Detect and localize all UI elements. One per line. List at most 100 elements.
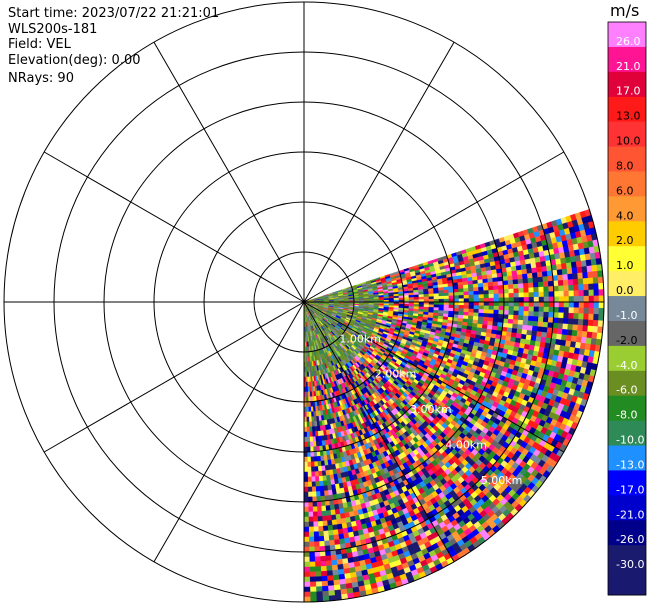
velocity-cell [518, 292, 525, 298]
velocity-cell [593, 313, 599, 321]
velocity-cell [413, 294, 420, 298]
velocity-cell [588, 283, 594, 291]
velocity-cell [483, 286, 489, 291]
velocity-cell [443, 289, 449, 294]
velocity-cell [488, 313, 494, 319]
velocity-cell [566, 267, 573, 275]
velocity-cell [571, 330, 578, 337]
velocity-cell [508, 301, 515, 307]
velocity-cell [493, 285, 499, 291]
velocity-cell [548, 301, 555, 308]
velocity-cell [448, 289, 454, 294]
velocity-cell [513, 297, 520, 303]
velocity-cell [508, 292, 515, 298]
velocity-cell [493, 305, 500, 311]
velocity-cell [533, 291, 540, 298]
velocity-cell [498, 293, 505, 299]
velocity-cell [572, 273, 579, 280]
velocity-cell [598, 307, 605, 315]
velocity-cell [582, 271, 589, 279]
velocity-cell [513, 310, 520, 316]
velocity-cell [566, 329, 573, 337]
velocity-cell [588, 301, 595, 309]
velocity-cell [581, 331, 588, 338]
velocity-cell [503, 288, 510, 294]
velocity-cell [512, 274, 519, 281]
velocity-cell [493, 309, 500, 315]
velocity-cell [588, 289, 595, 297]
velocity-cell [573, 301, 580, 308]
velocity-cell [487, 281, 494, 287]
velocity-cell [453, 292, 460, 296]
velocity-cell [335, 518, 342, 525]
velocity-cell [338, 533, 345, 540]
velocity-cell [561, 268, 568, 276]
velocity-cell [537, 316, 544, 323]
velocity-cell [531, 330, 538, 337]
velocity-cell [533, 287, 540, 293]
velocity-cell [523, 311, 530, 317]
velocity-cell [598, 295, 605, 303]
velocity-cell [591, 264, 598, 272]
velocity-cell [553, 307, 560, 313]
velocity-cell [553, 301, 560, 308]
velocity-cell [503, 310, 510, 316]
velocity-cell [565, 262, 573, 270]
velocity-cell [532, 316, 539, 322]
velocity-cell [598, 282, 604, 290]
velocity-cell [593, 295, 600, 303]
velocity-cell [526, 329, 533, 336]
velocity-cell [487, 317, 494, 323]
velocity-cell [398, 297, 405, 301]
velocity-cell [533, 306, 540, 313]
velocity-cell [488, 301, 495, 307]
velocity-cell [448, 295, 455, 300]
velocity-cell [428, 296, 435, 300]
velocity-cell [488, 285, 494, 291]
velocity-cell [538, 306, 545, 313]
velocity-cell [528, 306, 535, 312]
velocity-cell [508, 284, 514, 290]
velocity-cell [428, 293, 435, 297]
velocity-cell [583, 313, 589, 321]
velocity-cell [578, 301, 585, 309]
velocity-cell [512, 319, 519, 325]
velocity-cell [513, 292, 520, 298]
velocity-cell [518, 310, 525, 317]
velocity-cell [578, 290, 585, 297]
velocity-cell [408, 297, 415, 301]
velocity-cell [492, 317, 499, 323]
velocity-cell [531, 272, 538, 279]
velocity-cell [543, 286, 549, 293]
velocity-cell [588, 313, 594, 321]
velocity-cell [556, 269, 563, 276]
velocity-cell [508, 314, 514, 320]
velocity-cell [538, 291, 545, 298]
velocity-cell [523, 297, 530, 303]
velocity-cell [507, 323, 514, 329]
velocity-cell [503, 305, 510, 311]
velocity-cell [567, 318, 574, 325]
velocity-cell [523, 287, 530, 293]
velocity-cell [558, 296, 565, 303]
velocity-cell [587, 277, 594, 285]
velocity-cell [563, 296, 570, 303]
velocity-cell [538, 296, 545, 303]
velocity-cell [511, 270, 518, 276]
velocity-cell [433, 304, 440, 308]
velocity-cell [533, 311, 540, 317]
velocity-cell [567, 279, 574, 286]
velocity-cell [463, 308, 470, 313]
velocity-cell [393, 297, 400, 301]
velocity-cell [523, 315, 529, 322]
velocity-cell [587, 271, 594, 279]
velocity-cell [513, 288, 520, 294]
velocity-data-layer [303, 209, 605, 603]
velocity-cell [478, 298, 485, 303]
velocity-cell [482, 316, 489, 322]
velocity-cell [527, 272, 533, 279]
velocity-cell [518, 301, 525, 307]
velocity-cell [593, 301, 600, 309]
velocity-cell [533, 301, 540, 308]
velocity-cell [522, 324, 528, 331]
